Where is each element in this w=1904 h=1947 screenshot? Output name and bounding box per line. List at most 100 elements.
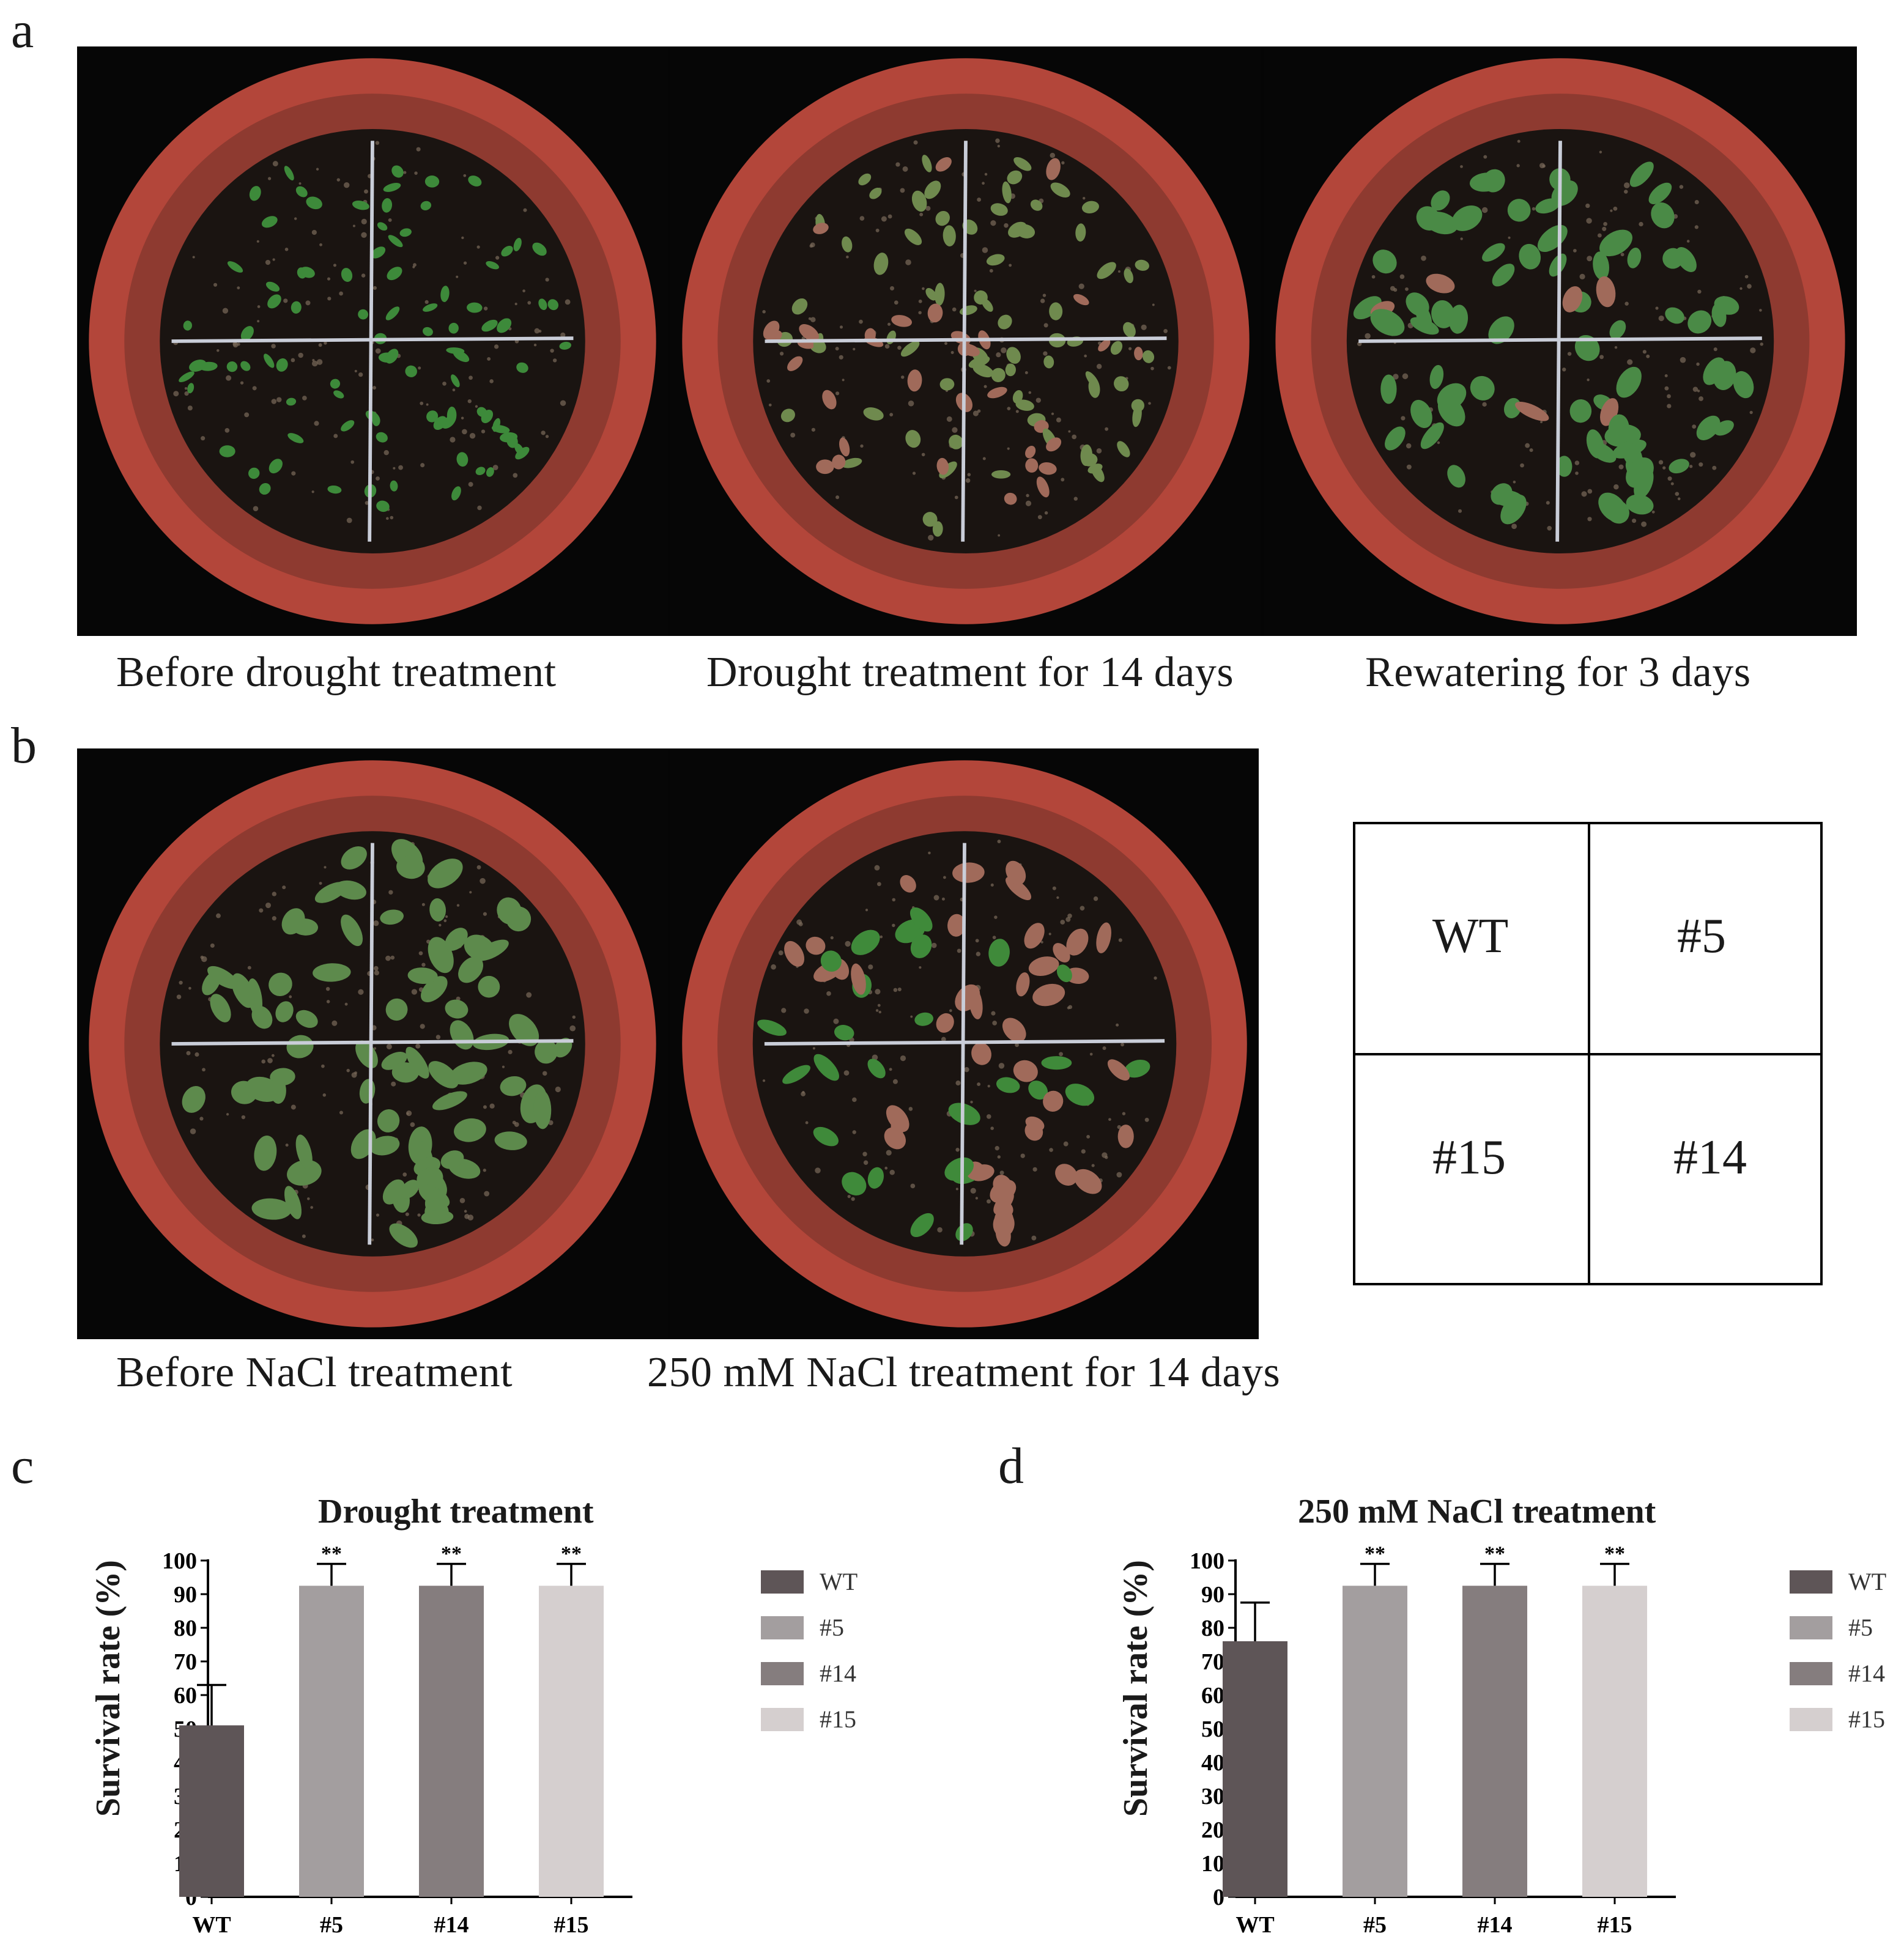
soil-speck xyxy=(967,473,971,476)
soil-speck xyxy=(1040,940,1043,944)
pot-photo-drought-14-days xyxy=(670,46,1261,636)
plant-leaf xyxy=(219,445,235,457)
soil-speck xyxy=(1043,323,1048,328)
soil-speck xyxy=(202,1068,206,1072)
x-tick-label: WT xyxy=(192,1912,231,1938)
caption-before-nacl: Before NaCl treatment xyxy=(116,1349,513,1396)
plant-leaf xyxy=(267,294,281,309)
plant-leaf xyxy=(286,397,297,406)
plant-leaf xyxy=(453,350,470,363)
plant-leaf xyxy=(399,228,412,237)
soil-speck xyxy=(992,936,996,940)
plant-leaf xyxy=(284,166,294,181)
plant-leaf xyxy=(1429,364,1444,390)
soil-speck xyxy=(839,355,843,360)
soil-speck xyxy=(1371,275,1376,279)
soil-speck xyxy=(361,218,367,225)
plant-leaf xyxy=(990,203,1008,216)
plant-leaf xyxy=(780,408,795,423)
soil-speck xyxy=(358,989,364,995)
genotype-layout-key: WT #5 #15 #14 xyxy=(1353,822,1823,1285)
soil-speck xyxy=(905,259,911,265)
legend-swatch xyxy=(1790,1570,1832,1594)
soil-speck xyxy=(999,1170,1004,1175)
soil-speck xyxy=(226,1113,229,1116)
y-tick-label: 60 xyxy=(174,1683,197,1709)
plant-leaf xyxy=(1482,243,1505,262)
plant-leaf xyxy=(377,222,388,231)
soil-speck xyxy=(766,379,771,383)
plant-leaf xyxy=(261,216,278,228)
y-tick-label: 90 xyxy=(174,1582,197,1608)
soil-speck xyxy=(222,308,229,314)
soil-speck xyxy=(252,386,257,391)
soil-speck xyxy=(1141,324,1147,330)
soil-speck xyxy=(1118,270,1121,273)
soil-speck xyxy=(1072,434,1077,440)
plant-leaf xyxy=(1687,310,1712,334)
soil-speck xyxy=(835,391,840,396)
soil-speck xyxy=(895,162,900,167)
soil-speck xyxy=(477,505,482,511)
plant-leaf xyxy=(1117,1125,1134,1148)
soil-speck xyxy=(1080,906,1085,911)
plant-leaf xyxy=(1410,399,1432,429)
soil-speck xyxy=(1052,886,1056,890)
soil-speck xyxy=(502,1065,505,1068)
soil-speck xyxy=(513,473,518,478)
soil-speck xyxy=(990,883,994,887)
plant-leaf xyxy=(559,341,571,350)
soil-speck xyxy=(801,336,806,340)
soil-speck xyxy=(847,1195,851,1199)
plant-leaf xyxy=(538,298,547,311)
soil-speck xyxy=(1713,347,1717,352)
plant-leaf xyxy=(1426,273,1455,294)
plant-leaf xyxy=(974,290,988,305)
plant-leaf xyxy=(1665,307,1684,324)
soil-speck xyxy=(373,1047,377,1050)
plant-leaf xyxy=(501,246,513,257)
soil-speck xyxy=(533,343,537,347)
plant-leaf xyxy=(1519,243,1541,270)
soil-speck xyxy=(790,432,796,438)
soil-speck xyxy=(1586,218,1592,224)
soil-speck xyxy=(762,310,766,314)
plant-leaf xyxy=(1132,404,1142,427)
soil-speck xyxy=(1744,275,1749,279)
soil-speck xyxy=(1089,1052,1093,1056)
soil-speck xyxy=(878,1010,881,1014)
soil-speck xyxy=(955,1081,961,1086)
plant-leaf xyxy=(207,966,239,989)
soil-speck xyxy=(523,208,527,212)
soil-speck xyxy=(1641,521,1647,527)
soil-speck xyxy=(358,372,363,377)
soil-speck xyxy=(998,1063,1005,1069)
soil-speck xyxy=(952,307,957,312)
soil-speck xyxy=(391,1081,396,1087)
plant-leaf xyxy=(1627,247,1642,268)
soil-speck xyxy=(1662,466,1666,470)
plant-leaf xyxy=(451,486,461,501)
soil-speck xyxy=(272,892,276,896)
caption-before-drought: Before drought treatment xyxy=(116,649,557,696)
soil-speck xyxy=(846,256,849,259)
plant-leaf xyxy=(454,1118,486,1142)
soil-speck xyxy=(1144,1117,1149,1122)
soil-speck xyxy=(326,1000,330,1003)
soil-speck xyxy=(311,490,314,493)
legend-swatch xyxy=(1790,1708,1832,1731)
soil-speck xyxy=(1680,357,1686,363)
soil-speck xyxy=(415,1043,421,1049)
soil-speck xyxy=(1007,447,1010,450)
soil-speck xyxy=(1067,913,1072,918)
plant-leaf xyxy=(1124,1059,1150,1078)
soil-speck xyxy=(897,987,902,992)
soil-speck xyxy=(237,342,240,346)
plant-leaf xyxy=(1028,956,1059,977)
plant-leaf xyxy=(884,1127,906,1150)
soil-speck xyxy=(781,1008,787,1013)
plant-leaf xyxy=(450,1062,487,1085)
plant-leaf xyxy=(1032,983,1065,1007)
soil-speck xyxy=(1026,493,1029,498)
plant-leaf xyxy=(998,314,1012,330)
